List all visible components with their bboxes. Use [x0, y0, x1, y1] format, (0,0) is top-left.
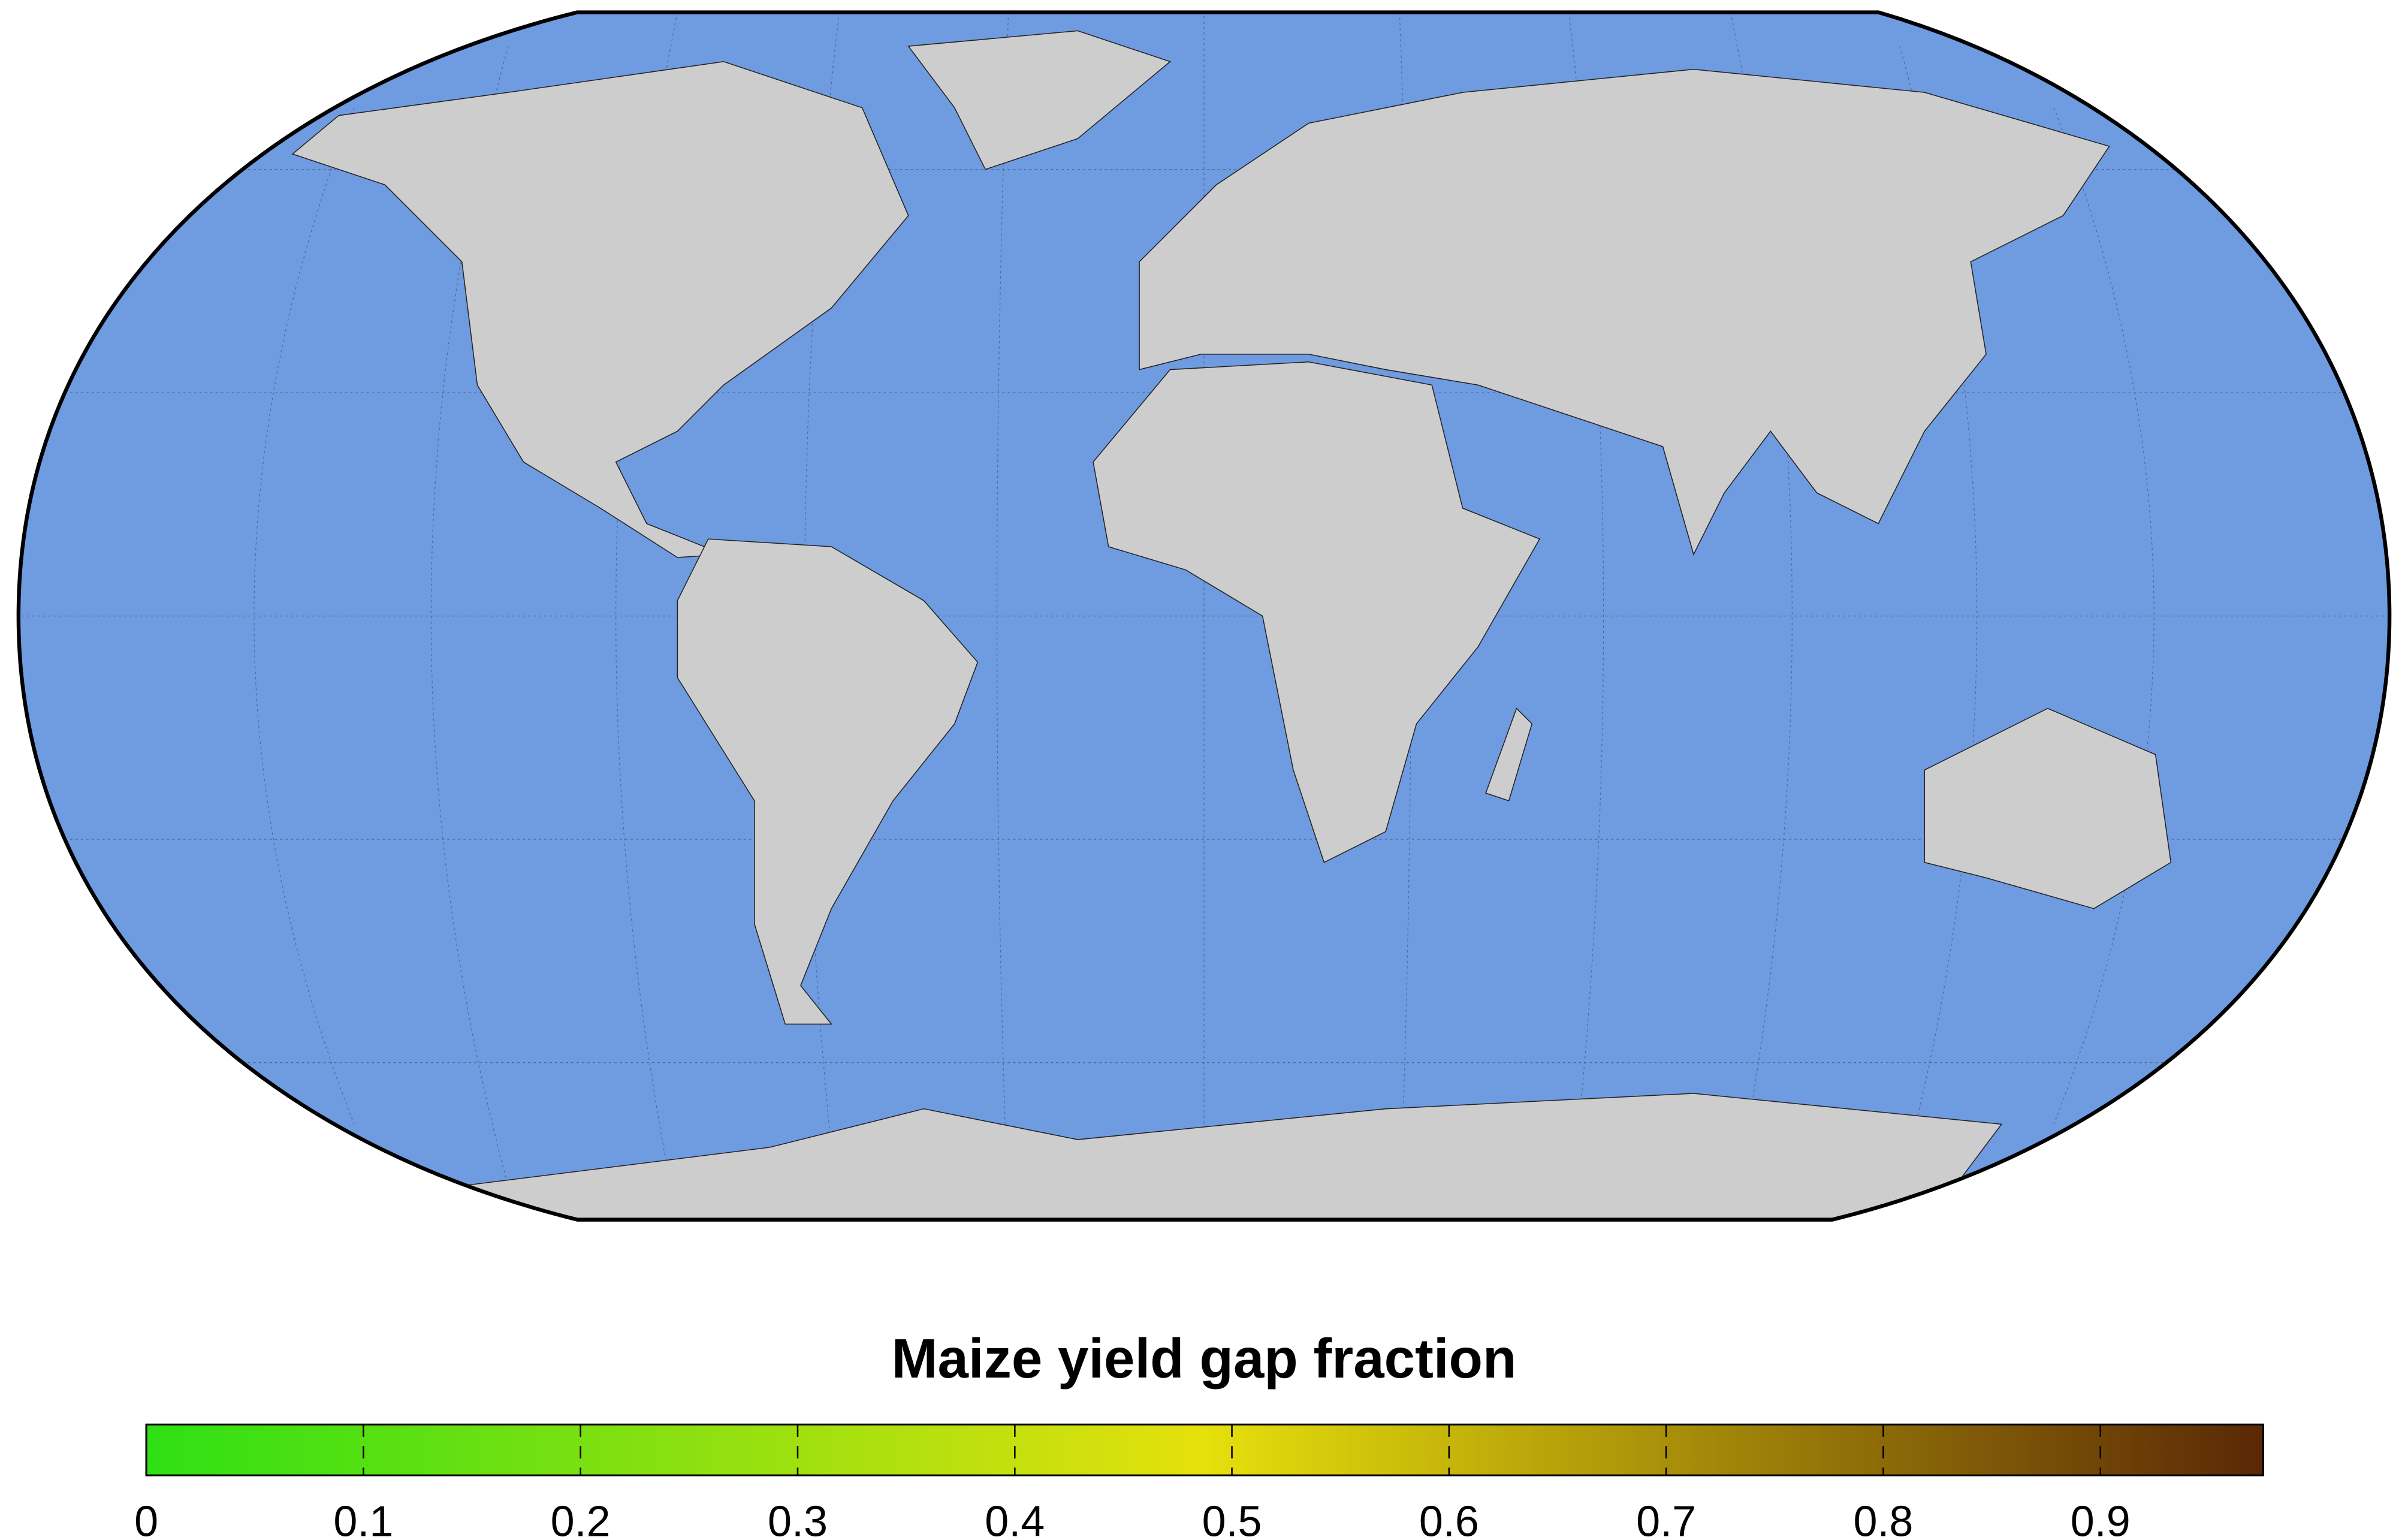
- colorbar-tick-label: 0: [134, 1497, 158, 1540]
- north-america: [291, 61, 909, 558]
- colorbar-tick-label: 0.9: [2071, 1497, 2131, 1540]
- colorbar-tick-label: 0.6: [1419, 1497, 1479, 1540]
- africa: [1093, 361, 1541, 863]
- south-america: [677, 538, 979, 1025]
- colorbar-tick-label: 0.7: [1636, 1497, 1696, 1540]
- colorbar-tick-label: 0.2: [551, 1497, 611, 1540]
- colorbar-tick-label: 0.5: [1202, 1497, 1262, 1540]
- madagascar: [1485, 707, 1533, 801]
- greenland: [907, 30, 1172, 170]
- map-layer: [18, 12, 2390, 1220]
- australia: [1924, 707, 2172, 909]
- colorbar-tick-label: 0.4: [985, 1497, 1045, 1540]
- antarctica: [461, 1093, 2003, 1220]
- colorbar: [145, 1423, 2265, 1476]
- map-frame: [16, 10, 2392, 1222]
- eurasia: [1139, 68, 2110, 556]
- colorbar-title: Maize yield gap fraction: [891, 1327, 1516, 1390]
- landmasses: [291, 30, 2172, 1220]
- colorbar-tick-label: 0.1: [333, 1497, 393, 1540]
- colorbar-tick-label: 0.8: [1853, 1497, 1913, 1540]
- colorbar-tick-label: 0.3: [768, 1497, 828, 1540]
